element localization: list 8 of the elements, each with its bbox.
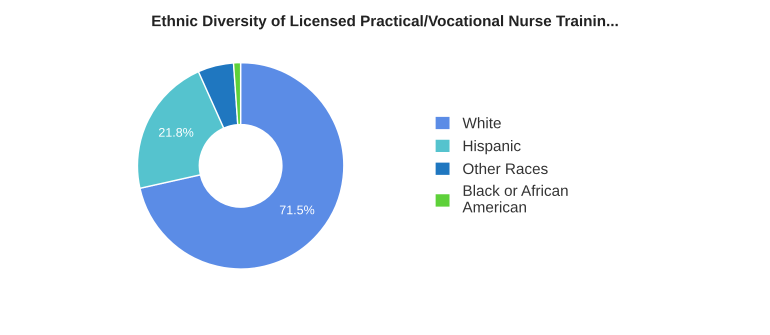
chart-title: Ethnic Diversity of Licensed Practical/Vocational Nurse Trainin... <box>152 15 618 30</box>
legend-label: Hispanic <box>464 140 521 154</box>
legend-label: Other Races <box>463 162 548 174</box>
legend-label: Black or African American <box>462 184 568 212</box>
legend-label: White <box>462 117 501 128</box>
data-label: 71.5% <box>280 206 314 214</box>
data-label: 21.8% <box>158 128 194 137</box>
donut-slice <box>139 62 344 270</box>
